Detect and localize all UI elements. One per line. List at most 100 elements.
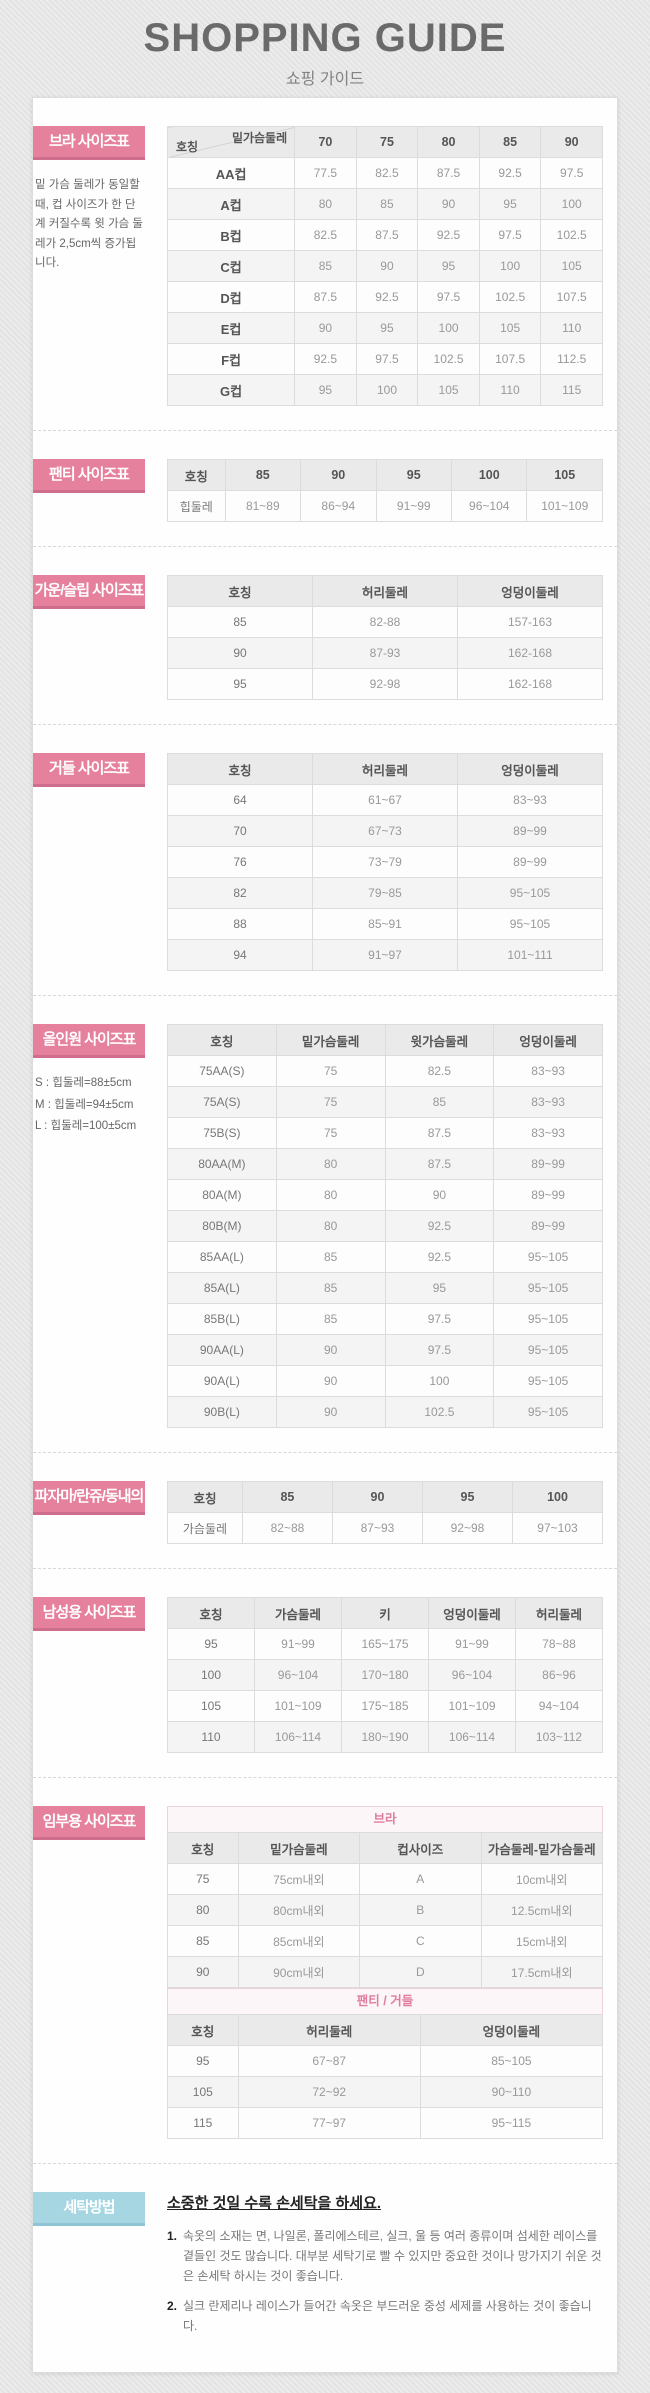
washing-instruction-number: 2. [167, 2299, 178, 2314]
column-header: 허리둘레 [312, 753, 458, 785]
table-row: 64 61~67 83~93 [167, 784, 603, 816]
column-header: 75 [355, 126, 419, 158]
section-panty-sizes: 팬티 사이즈표 호칭 85 90 95 100 105 힙둘레 81~89 86~94 91~99… [33, 430, 617, 546]
table-row: 85B(L) 85 97.5 95~105 [167, 1303, 603, 1335]
table-cell: 95 [294, 374, 357, 406]
table-cell: 170~180 [341, 1659, 429, 1691]
table-cell: 90 [167, 637, 313, 669]
column-header: 허리둘레 [312, 575, 458, 607]
table-cell: 97.5 [540, 157, 603, 189]
table-row: 85 82-88 157-163 [167, 606, 603, 638]
table-cell: 96~104 [254, 1659, 342, 1691]
table-cell: 97.5 [417, 281, 480, 313]
table-cell: 95 [417, 250, 480, 282]
table-cell: 80cm내외 [237, 1894, 361, 1926]
table-cell: 106~114 [254, 1721, 342, 1753]
table-cell: 86~96 [515, 1659, 603, 1691]
table-row: D컵 87.5 92.5 97.5 102.5 107.5 [166, 281, 603, 313]
table-cell: 94 [167, 939, 313, 971]
table-cell: 61~67 [312, 784, 458, 816]
table-cell: 87.5 [355, 219, 419, 251]
table-cell: 83~93 [493, 1086, 603, 1118]
table-row: 115 77~97 95~115 [167, 2107, 604, 2139]
column-header: 키 [341, 1597, 429, 1629]
table-cell: 15cm내외 [480, 1925, 604, 1957]
table-cell: 73~79 [312, 846, 458, 878]
table-row: 82 79~85 95~105 [167, 877, 603, 909]
table-cell: 95~105 [493, 1396, 603, 1428]
column-header: 컵사이즈 [359, 1832, 482, 1864]
table-cell: 87~93 [331, 1512, 423, 1544]
table-row: 76 73~79 89~99 [167, 846, 603, 878]
table-cell: C컵 [166, 250, 296, 282]
table-cell: 100 [355, 374, 419, 406]
table-cell: 95~115 [419, 2107, 604, 2139]
table-cell: 90 [275, 1365, 386, 1397]
table-cell: 87-93 [312, 637, 458, 669]
table-row: 105 101~109 175~185 101~109 94~104 [167, 1690, 603, 1722]
table-cell: 87.5 [384, 1117, 495, 1149]
table-cell: 85AA(L) [167, 1241, 277, 1273]
column-header: 호칭 [167, 1481, 243, 1513]
table-cell: 96~104 [428, 1659, 516, 1691]
allinone-note-s: S : 힙둘레=88±5cm [35, 1077, 132, 1089]
table-cell: 82~88 [241, 1512, 333, 1544]
table-cell: 80A(M) [167, 1179, 277, 1211]
table-cell: 102.5 [478, 281, 542, 313]
table-cell: 96~104 [450, 490, 528, 522]
table-cell: 75cm내외 [237, 1863, 361, 1895]
table-row: 90B(L) 90 102.5 95~105 [167, 1396, 603, 1428]
corner-top-label: 밑가슴둘레 [231, 131, 288, 145]
table-cell: 85 [355, 188, 419, 220]
table-cell: 115 [540, 374, 603, 406]
table-row: 80AA(M) 80 87.5 89~99 [167, 1148, 603, 1180]
table-cell: 100 [540, 188, 603, 220]
table-cell: 85 [167, 606, 313, 638]
column-header: 엉덩이둘레 [457, 575, 603, 607]
table-cell: 89~99 [493, 1179, 603, 1211]
table-cell: 75AA(S) [167, 1055, 277, 1087]
table-row: 88 85~91 95~105 [167, 908, 603, 940]
column-header: 70 [294, 126, 357, 158]
table-cell: 가슴둘레 [167, 1512, 243, 1544]
table-cell: 95~105 [457, 877, 603, 909]
table-row: 85A(L) 85 95 95~105 [167, 1272, 603, 1304]
table-row: A컵 80 85 90 95 100 [166, 188, 603, 220]
table-cell: G컵 [166, 374, 296, 406]
table-cell: 105 [478, 312, 542, 344]
table-row: 힙둘레 81~89 86~94 91~99 96~104 101~109 [167, 490, 603, 522]
table-cell: B [359, 1894, 482, 1926]
table-cell: 95~105 [493, 1365, 603, 1397]
table-cell: 107.5 [478, 343, 542, 375]
table-row: B컵 82.5 87.5 92.5 97.5 102.5 [166, 219, 603, 251]
section-label-washing: 세탁방법 [33, 2192, 145, 2226]
table-cell: 85 [275, 1241, 386, 1273]
table-cell: 82-88 [312, 606, 458, 638]
table-cell: 100 [417, 312, 480, 344]
table-row: 94 91~97 101~111 [167, 939, 603, 971]
table-cell: 165~175 [341, 1628, 429, 1660]
table-row: 85 85cm내외 C 15cm내외 [167, 1925, 604, 1957]
table-cell: 92.5 [355, 281, 419, 313]
table-cell: 85 [384, 1086, 495, 1118]
table-cell: 10cm내외 [480, 1863, 604, 1895]
table-cell: 105 [540, 250, 603, 282]
table-cell: 83~93 [493, 1117, 603, 1149]
table-cell: 105 [167, 2076, 239, 2108]
table-cell: 90 [417, 188, 480, 220]
table-cell: 92.5 [384, 1210, 495, 1242]
table-cell: 180~190 [341, 1721, 429, 1753]
table-cell: 89~99 [493, 1148, 603, 1180]
allinone-size-notes: S : 힙둘레=88±5cm M : 힙둘레=94±5cm L : 힙둘레=10… [33, 1074, 145, 1137]
washing-instruction-2: 2. 실크 란제리나 레이스가 들어간 속옷은 부드러운 중성 세제를 사용하는… [167, 2297, 603, 2337]
section-label-girdle: 거들 사이즈표 [33, 753, 145, 787]
table-cell: 92-98 [312, 668, 458, 700]
table-cell: 100 [478, 250, 542, 282]
table-cell: 90 [275, 1334, 386, 1366]
table-cell: 85 [275, 1303, 386, 1335]
table-cell: 83~93 [457, 784, 603, 816]
table-cell: 97.5 [384, 1303, 495, 1335]
column-header: 호칭 [167, 459, 226, 491]
table-cell: D [359, 1956, 482, 1988]
